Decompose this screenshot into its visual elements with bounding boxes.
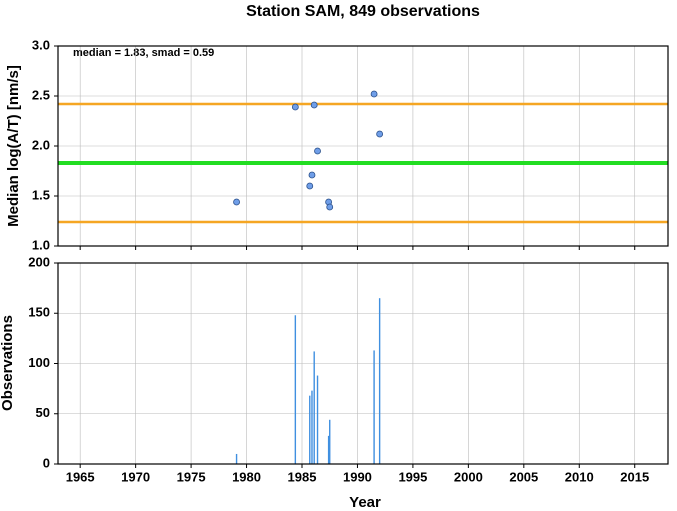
- bar: [313, 351, 315, 464]
- bar: [294, 315, 297, 464]
- plot-frame: [57, 262, 669, 465]
- x-tick-label: 1990: [343, 469, 372, 484]
- x-tick-label: 2000: [454, 469, 483, 484]
- chart-title: Station SAM, 849 observations: [246, 3, 480, 20]
- point: [308, 171, 316, 179]
- bar: [311, 390, 313, 464]
- point: [314, 147, 321, 155]
- point: [310, 101, 318, 109]
- y-tick-label: 2.0: [32, 137, 50, 152]
- y-tick-label: 1.0: [32, 237, 50, 252]
- point: [233, 198, 240, 206]
- x-tick-label: 1965: [66, 469, 95, 484]
- x-tick-label: 1985: [288, 469, 317, 484]
- y-axis-label: Median log(A/T) [nm/s]: [5, 65, 22, 227]
- x-tick-label: 2015: [620, 469, 649, 484]
- bar: [329, 419, 331, 464]
- bar: [316, 375, 319, 464]
- x-tick-label: 1975: [177, 469, 206, 484]
- y-tick-label: 100: [28, 355, 50, 370]
- y-tick-label: 2.5: [32, 87, 50, 102]
- x-tick-label: 1980: [232, 469, 261, 484]
- x-tick-label: 1970: [121, 469, 150, 484]
- annotation: median = 1.83, smad = 0.59: [73, 47, 214, 59]
- x-tick-label: 2005: [509, 469, 538, 484]
- bar: [235, 453, 238, 464]
- point: [326, 203, 334, 211]
- point: [291, 103, 299, 111]
- y-axis-label: Observations: [0, 315, 16, 411]
- x-axis-label: Year: [349, 494, 381, 511]
- plot-frame: [57, 45, 669, 247]
- y-tick-label: 0: [43, 455, 50, 470]
- point: [370, 90, 378, 98]
- point: [306, 182, 314, 190]
- bar: [378, 298, 381, 464]
- y-tick-label: 3.0: [32, 37, 50, 52]
- y-tick-label: 200: [28, 254, 50, 269]
- bar: [327, 435, 330, 464]
- point: [376, 130, 384, 138]
- y-tick-label: 150: [28, 305, 50, 320]
- bar: [309, 395, 311, 464]
- x-tick-label: 2010: [565, 469, 594, 484]
- x-tick-label: 1995: [398, 469, 427, 484]
- y-tick-label: 1.5: [32, 187, 50, 202]
- bar: [373, 350, 375, 464]
- y-tick-label: 50: [36, 405, 50, 420]
